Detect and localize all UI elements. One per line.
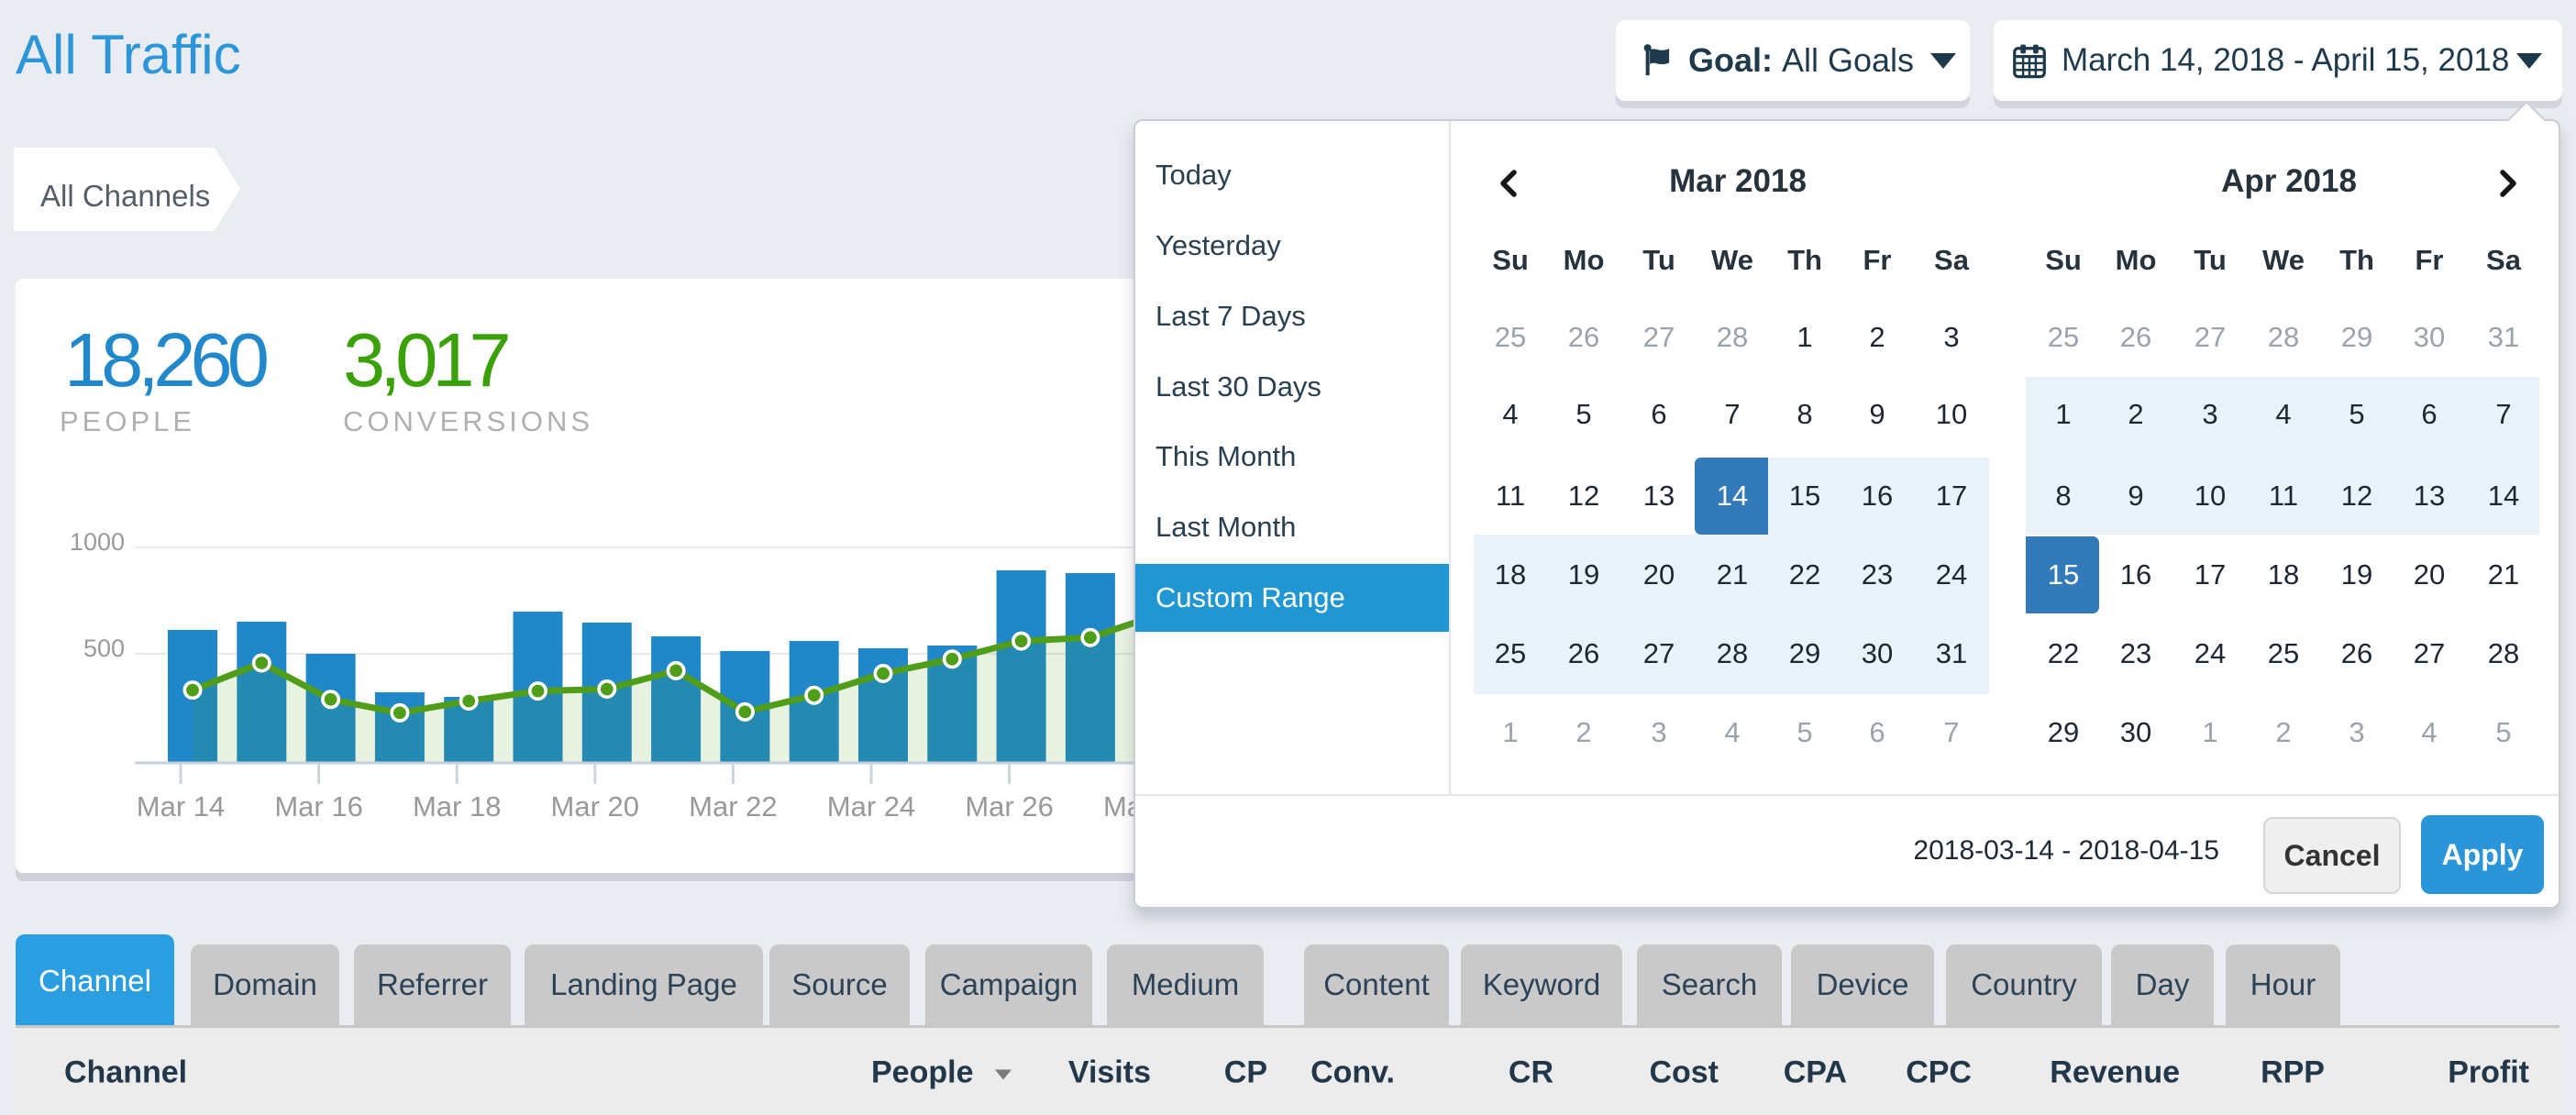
svg-text:Mar 16: Mar 16: [274, 790, 362, 822]
svg-text:Mar 18: Mar 18: [413, 790, 501, 822]
svg-text:Mar 20: Mar 20: [551, 790, 639, 822]
svg-text:Mar 22: Mar 22: [689, 790, 777, 822]
svg-text:500: 500: [83, 635, 125, 662]
svg-text:Mar 14: Mar 14: [137, 790, 225, 822]
svg-text:1000: 1000: [70, 528, 125, 556]
svg-text:Mar 24: Mar 24: [827, 790, 915, 822]
svg-text:Mar 26: Mar 26: [965, 790, 1053, 822]
